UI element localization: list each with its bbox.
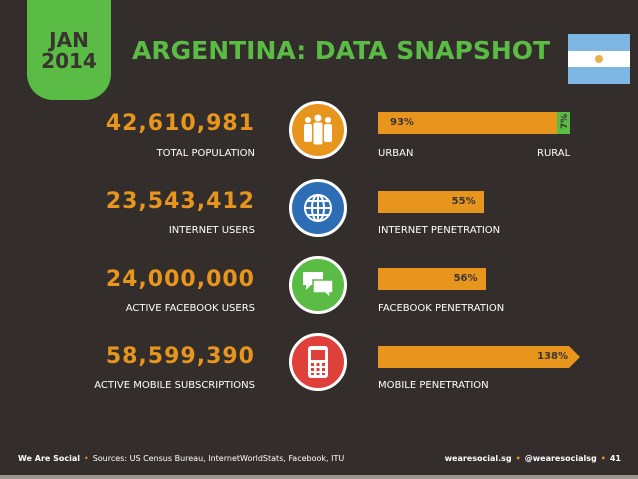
facebook-penetration-label: FACEBOOK PENETRATION: [378, 303, 505, 314]
urban-pct: 93%: [390, 117, 414, 128]
speech-bubbles-icon: [289, 256, 347, 314]
mobile-penetration-pct: 138%: [537, 351, 568, 362]
footer-links: wearesocial.sg • @wearesocialsg • 41: [444, 454, 621, 463]
facebook-users-value: 24,000,000: [105, 267, 255, 292]
footer-sources: We Are Social • Sources: US Census Bureau,…: [18, 454, 345, 463]
mobile-subscriptions-value: 58,599,390: [105, 344, 255, 369]
urban-label: URBAN: [378, 148, 414, 159]
mobile-phone-icon: [289, 333, 347, 391]
globe-icon: [289, 179, 347, 237]
facebook-penetration-pct: 56%: [453, 273, 478, 284]
total-population-label: TOTAL POPULATION: [156, 148, 255, 159]
total-population-value: 42,610,981: [105, 111, 255, 136]
date-month: JAN: [49, 28, 89, 52]
rural-pct: 7%: [559, 113, 570, 129]
footer-site[interactable]: wearesocial.sg: [444, 454, 512, 463]
footer-brand: We Are Social: [18, 454, 80, 463]
people-icon: [289, 101, 347, 159]
internet-penetration-bar: 55%: [378, 191, 484, 213]
urban-bar: 93%: [378, 112, 557, 134]
mobile-subscriptions-label: ACTIVE MOBILE SUBSCRIPTIONS: [94, 380, 255, 391]
internet-users-label: INTERNET USERS: [168, 225, 255, 236]
page-number: 41: [609, 454, 621, 463]
footer-handle[interactable]: @wearesocialsg: [524, 454, 597, 463]
date-year: 2014: [41, 49, 97, 73]
footer-sources-text: Sources: US Census Bureau, InternetWorld…: [92, 454, 345, 463]
internet-penetration-label: INTERNET PENETRATION: [378, 225, 501, 236]
date-badge: JAN 2014: [27, 0, 111, 100]
internet-users-value: 23,543,412: [105, 189, 255, 214]
argentina-flag-icon: [568, 34, 630, 84]
mobile-penetration-bar: 138%: [378, 346, 580, 368]
facebook-users-label: ACTIVE FACEBOOK USERS: [125, 303, 255, 314]
rural-bar: 7%: [556, 112, 570, 134]
internet-penetration-pct: 55%: [451, 196, 476, 207]
rural-label: RURAL: [537, 148, 571, 159]
mobile-penetration-label: MOBILE PENETRATION: [378, 380, 489, 391]
bottom-divider: [0, 475, 638, 479]
facebook-penetration-bar: 56%: [378, 268, 486, 290]
page-title: ARGENTINA: DATA SNAPSHOT: [132, 36, 551, 65]
